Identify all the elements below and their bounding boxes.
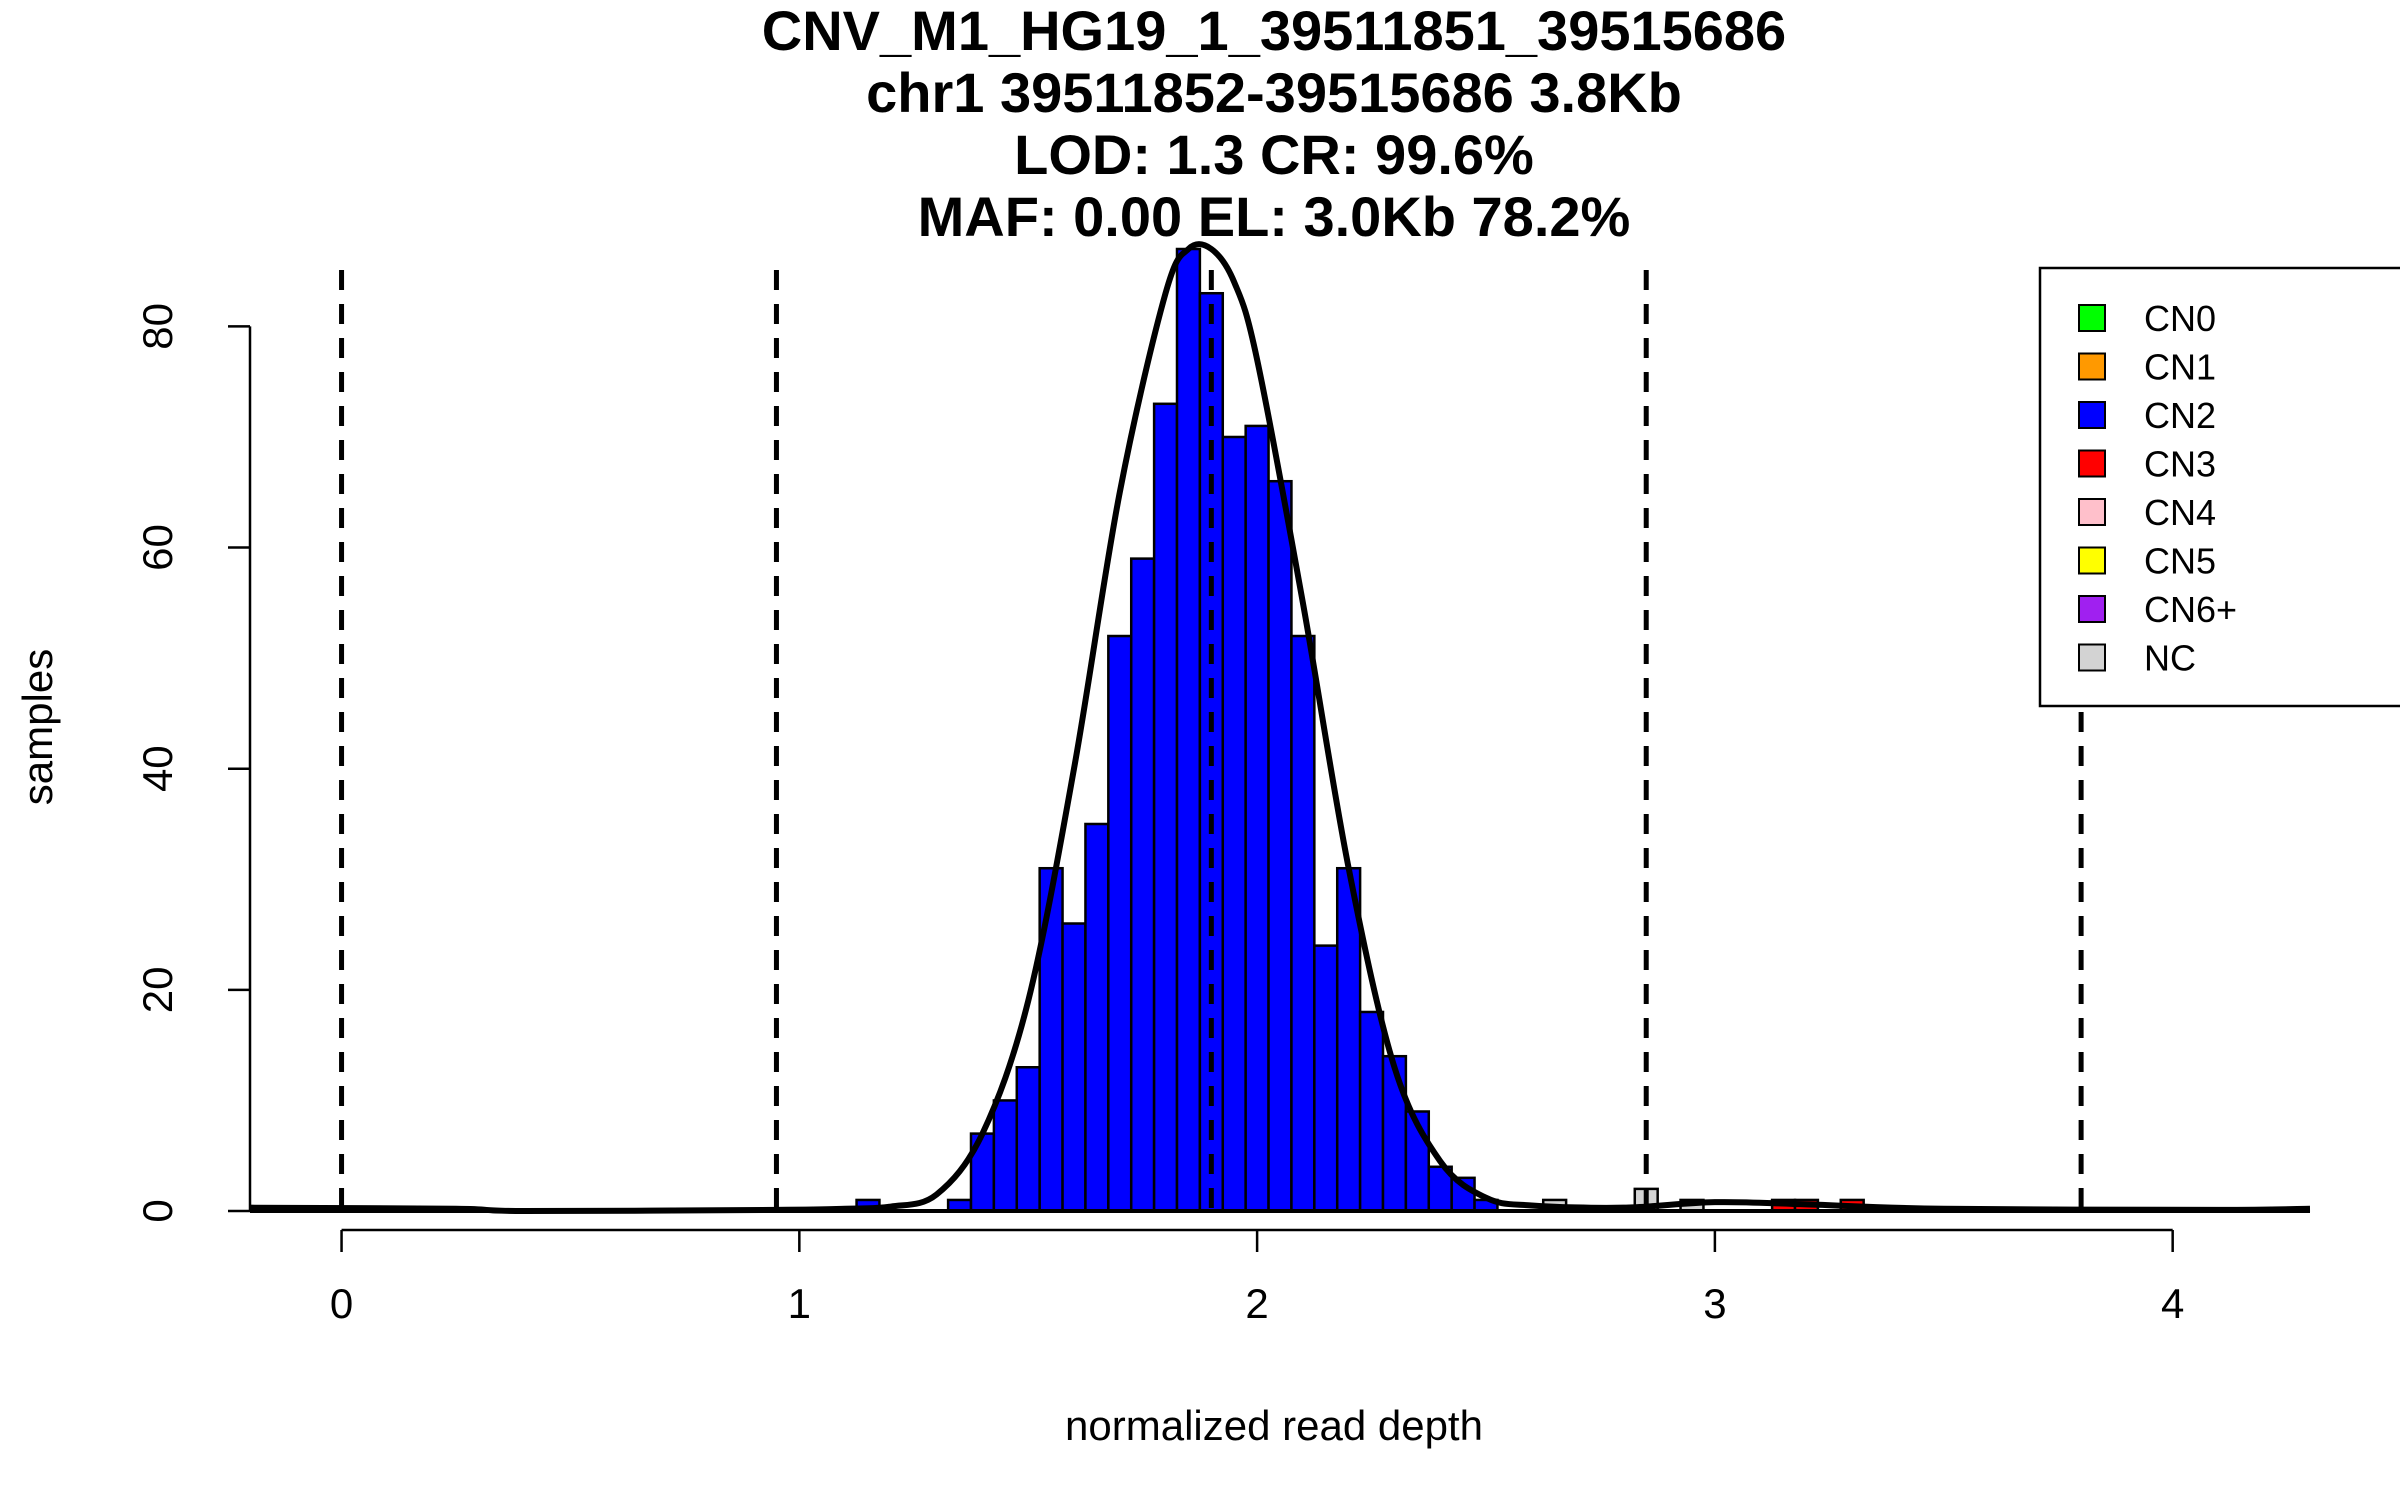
legend-label-cn6plus: CN6+ xyxy=(2144,589,2237,630)
legend-swatch-cn2 xyxy=(2078,401,2106,429)
legend-swatch-nc xyxy=(2078,643,2106,672)
bar-cn2 xyxy=(1221,435,1247,1213)
bar-cn2 xyxy=(1290,634,1316,1213)
chart-subtitle-maf: MAF: 0.00 EL: 3.0Kb 78.2% xyxy=(918,185,1631,248)
x-tick-label: 1 xyxy=(788,1280,811,1327)
legend-label-cn5: CN5 xyxy=(2144,541,2216,582)
x-tick-label: 0 xyxy=(330,1280,353,1327)
bar-cn2 xyxy=(1107,634,1133,1213)
bar-cn2 xyxy=(992,1099,1019,1213)
legend-label-cn4: CN4 xyxy=(2144,492,2216,533)
threshold-lines xyxy=(339,270,2084,1211)
bar-cn2 xyxy=(1061,922,1087,1213)
bar-cn2 xyxy=(1152,402,1179,1213)
chart-titles: CNV_M1_HG19_1_39511851_39515686 chr1 395… xyxy=(762,0,1786,248)
legend-label-cn3: CN3 xyxy=(2144,444,2216,485)
x-axis-label: normalized read depth xyxy=(1065,1402,1483,1449)
bar-cn2 xyxy=(1358,1010,1385,1213)
chart-subtitle-lod: LOD: 1.3 CR: 99.6% xyxy=(1014,123,1534,186)
bar-cn2 xyxy=(1381,1054,1408,1213)
legend-swatch-cn5 xyxy=(2078,546,2106,575)
bar-cn2 xyxy=(1313,944,1339,1213)
legend-label-cn1: CN1 xyxy=(2144,347,2216,388)
legend-swatch-cn6plus xyxy=(2078,595,2106,623)
y-tick-label: 40 xyxy=(134,745,181,792)
y-tick-label: 60 xyxy=(134,524,181,571)
legend-label-cn0: CN0 xyxy=(2144,298,2216,339)
bar-cn2 xyxy=(1267,479,1293,1213)
y-tick-label: 20 xyxy=(134,966,181,1013)
chart-title: CNV_M1_HG19_1_39511851_39515686 xyxy=(762,0,1786,62)
legend-label-cn2: CN2 xyxy=(2144,395,2216,436)
legend-swatch-cn4 xyxy=(2078,498,2106,526)
legend-swatch-cn0 xyxy=(2078,304,2106,332)
chart-subtitle-region: chr1 39511852-39515686 3.8Kb xyxy=(866,61,1682,124)
x-tick-label: 3 xyxy=(1703,1280,1726,1327)
legend: CN0 CN1 CN2 CN3 CN4 CN5 CN6+ NC xyxy=(2038,266,2400,708)
y-tick-label: 0 xyxy=(134,1199,181,1222)
density-curve xyxy=(249,241,2311,1215)
y-axis-label: samples xyxy=(14,649,61,805)
legend-box xyxy=(2038,266,2400,708)
legend-label-nc: NC xyxy=(2144,638,2196,679)
legend-swatch-cn3 xyxy=(2078,449,2106,478)
bar-cn2 xyxy=(1244,424,1270,1213)
x-tick-label: 4 xyxy=(2161,1280,2184,1327)
bar-cn2 xyxy=(1084,822,1110,1213)
legend-swatch-cn1 xyxy=(2078,352,2106,381)
x-tick-label: 2 xyxy=(1245,1280,1268,1327)
y-tick-label: 80 xyxy=(134,303,181,350)
histogram-bars xyxy=(855,247,1865,1213)
bar-cn2 xyxy=(1015,1066,1041,1213)
bar-cn2 xyxy=(1129,557,1156,1213)
bar-cn2 xyxy=(1175,247,1202,1213)
